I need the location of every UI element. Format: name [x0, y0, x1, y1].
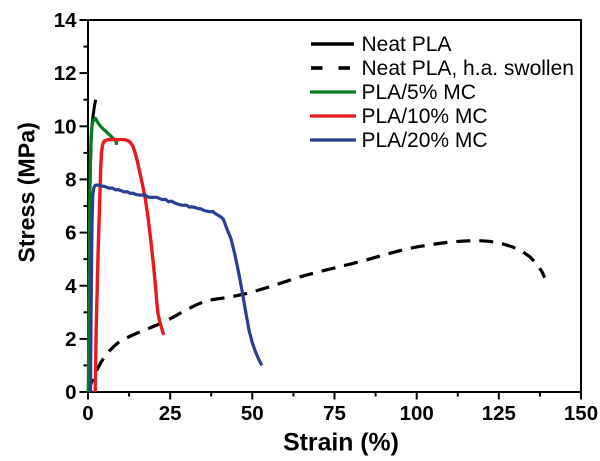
svg-text:10: 10	[54, 115, 77, 138]
svg-text:25: 25	[159, 402, 182, 425]
svg-text:8: 8	[65, 169, 76, 192]
svg-text:100: 100	[400, 402, 434, 425]
svg-text:PLA/5% MC: PLA/5% MC	[362, 81, 476, 104]
svg-text:75: 75	[323, 402, 346, 425]
svg-text:Neat PLA: Neat PLA	[362, 33, 452, 56]
svg-text:4: 4	[65, 275, 77, 298]
svg-text:0: 0	[82, 402, 93, 425]
svg-text:50: 50	[241, 402, 264, 425]
svg-text:PLA/20% MC: PLA/20% MC	[362, 129, 488, 152]
svg-text:6: 6	[65, 222, 76, 245]
svg-text:Neat PLA, h.a. swollen: Neat PLA, h.a. swollen	[362, 57, 574, 80]
svg-text:PLA/10% MC: PLA/10% MC	[362, 105, 488, 128]
svg-text:125: 125	[482, 402, 516, 425]
svg-text:0: 0	[65, 381, 76, 404]
svg-text:150: 150	[564, 402, 598, 425]
svg-text:12: 12	[54, 62, 77, 85]
svg-text:2: 2	[65, 328, 76, 351]
svg-text:Stress (MPa): Stress (MPa)	[14, 122, 40, 262]
svg-text:Strain (%): Strain (%)	[283, 430, 399, 457]
svg-text:14: 14	[54, 9, 77, 32]
